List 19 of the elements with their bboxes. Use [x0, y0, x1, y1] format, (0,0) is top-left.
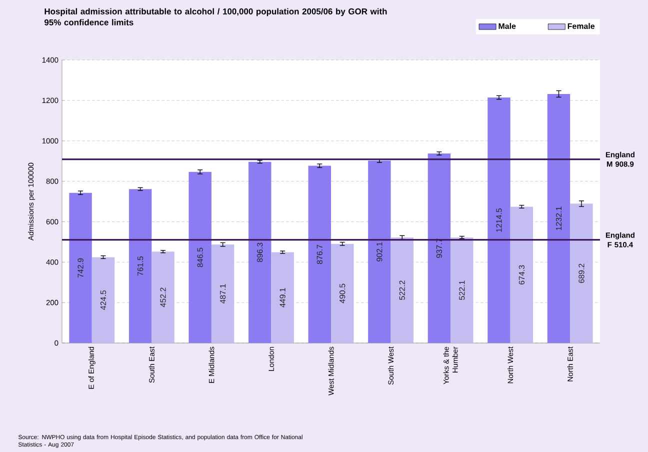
- bar: [152, 252, 174, 343]
- bar: [271, 252, 294, 343]
- bar: [547, 94, 570, 343]
- bar: [368, 160, 391, 343]
- bar: [308, 166, 331, 343]
- bar: [92, 257, 115, 343]
- bar: [128, 189, 152, 343]
- bar: [510, 206, 534, 343]
- bar: [450, 237, 474, 343]
- bar: [248, 162, 272, 343]
- bar: [570, 204, 593, 343]
- bar: [488, 97, 510, 343]
- bar: [331, 244, 354, 343]
- bar: [188, 172, 212, 343]
- bar: [390, 237, 414, 343]
- bar: [69, 192, 92, 343]
- bar: [428, 153, 451, 343]
- chart-title: Hospital admission attributable to alcohol / 100,000 population 2005/06 by GOR with 95% confidence limits: [44, 8, 387, 26]
- bar: [211, 244, 234, 343]
